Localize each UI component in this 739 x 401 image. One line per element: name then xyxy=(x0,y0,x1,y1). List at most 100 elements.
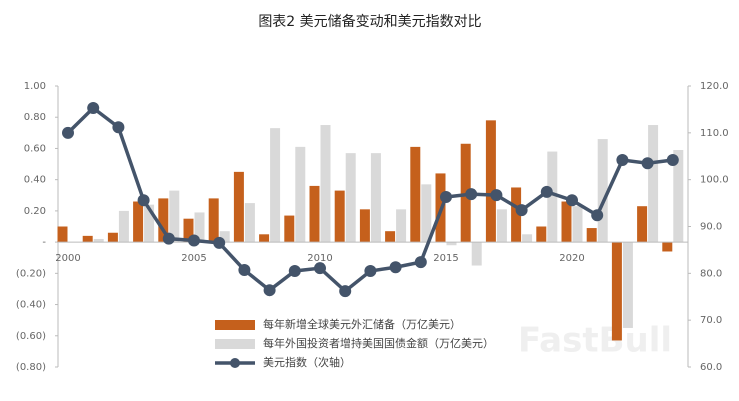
y2-tick-label: 120.0 xyxy=(700,81,729,92)
bar xyxy=(385,231,396,243)
line-marker xyxy=(213,236,226,249)
bar xyxy=(597,139,608,243)
bar xyxy=(107,232,118,243)
line-marker xyxy=(641,157,654,170)
line-marker xyxy=(314,262,326,275)
bar xyxy=(118,210,129,243)
bar xyxy=(586,228,597,243)
y-tick-label: 1.00 xyxy=(24,81,46,92)
bar xyxy=(244,203,255,243)
line-marker xyxy=(162,232,175,245)
bar xyxy=(57,226,68,243)
bar xyxy=(309,185,320,243)
bar xyxy=(208,198,219,243)
bar xyxy=(169,190,180,243)
y-tick-label: (0.20) xyxy=(16,268,46,279)
bar xyxy=(637,206,648,243)
bar xyxy=(270,128,281,243)
watermark: FastBull xyxy=(518,321,672,361)
legend-swatch xyxy=(215,339,255,349)
line-marker xyxy=(188,234,200,247)
y2-tick-label: 80.0 xyxy=(700,268,722,279)
bar xyxy=(446,242,457,246)
bar xyxy=(547,151,558,243)
y-tick-label: 0.40 xyxy=(24,175,46,186)
line-marker xyxy=(112,121,125,134)
line-marker xyxy=(137,194,150,207)
bar xyxy=(259,234,270,243)
y-tick-label: 0.60 xyxy=(24,143,46,154)
bar xyxy=(334,190,345,243)
bar xyxy=(622,242,633,328)
bar xyxy=(396,209,407,243)
line-marker xyxy=(339,285,352,298)
y-tick-label: (0.40) xyxy=(16,300,46,311)
bar xyxy=(536,226,547,243)
x-tick-label: 2010 xyxy=(307,253,332,264)
legend-swatch xyxy=(230,358,240,368)
line-marker xyxy=(238,264,251,277)
bar xyxy=(561,201,572,243)
bar xyxy=(219,231,230,243)
chart-title: 图表2 美元储备变动和美元指数对比 xyxy=(258,13,481,30)
x-tick-label: 2015 xyxy=(433,253,458,264)
line-marker xyxy=(515,204,528,217)
bar xyxy=(233,171,244,243)
bar xyxy=(410,146,421,243)
y-tick-label: 0.20 xyxy=(24,206,46,217)
x-tick-label: 2005 xyxy=(181,253,206,264)
bar xyxy=(133,201,144,243)
y2-tick-label: 100.0 xyxy=(700,175,729,186)
line-marker xyxy=(591,209,604,222)
line-marker xyxy=(540,185,553,198)
x-tick-label: 2000 xyxy=(55,253,80,264)
bar xyxy=(471,242,482,266)
bar xyxy=(158,198,169,243)
legend-swatch xyxy=(215,320,255,330)
line-marker xyxy=(288,264,301,277)
line-marker xyxy=(616,153,629,166)
bar xyxy=(295,146,306,243)
bar xyxy=(284,215,295,243)
bar xyxy=(82,235,93,243)
line-marker xyxy=(440,190,452,203)
bar xyxy=(522,234,533,243)
line-marker xyxy=(465,188,478,201)
line-marker xyxy=(490,189,503,202)
y2-tick-label: 70.0 xyxy=(700,315,722,326)
legend-label: 美元指数（次轴） xyxy=(263,355,351,369)
line-marker xyxy=(414,256,427,269)
bar xyxy=(183,218,194,243)
bar xyxy=(496,209,507,243)
legend-label: 每年外国投资者增持美国国债金额（万亿美元） xyxy=(263,336,494,350)
line-marker xyxy=(62,126,74,139)
bar xyxy=(673,150,684,243)
line-marker xyxy=(87,102,100,115)
y-tick-label: (0.60) xyxy=(16,331,46,342)
bar xyxy=(572,206,583,243)
y2-tick-label: 110.0 xyxy=(700,128,729,139)
bar xyxy=(421,184,432,243)
line-marker xyxy=(263,284,276,297)
bar xyxy=(662,242,673,252)
legend-label: 每年新增全球美元外汇储备（万亿美元） xyxy=(263,317,461,331)
line-marker xyxy=(364,264,377,277)
bar xyxy=(370,153,381,243)
bar xyxy=(359,209,370,243)
line-marker xyxy=(566,194,578,207)
bar xyxy=(485,120,496,243)
bar xyxy=(345,153,356,243)
line-marker xyxy=(666,153,679,166)
y-tick-label: - xyxy=(42,237,46,248)
x-tick-label: 2020 xyxy=(559,253,584,264)
y2-tick-label: 60.0 xyxy=(700,362,722,373)
bar xyxy=(320,125,331,243)
line-marker xyxy=(389,261,402,274)
y2-tick-label: 90.0 xyxy=(700,222,722,233)
bar xyxy=(648,125,659,243)
bar xyxy=(511,187,522,243)
bar xyxy=(611,242,622,341)
bar xyxy=(194,212,205,243)
y-tick-label: (0.80) xyxy=(16,362,46,373)
